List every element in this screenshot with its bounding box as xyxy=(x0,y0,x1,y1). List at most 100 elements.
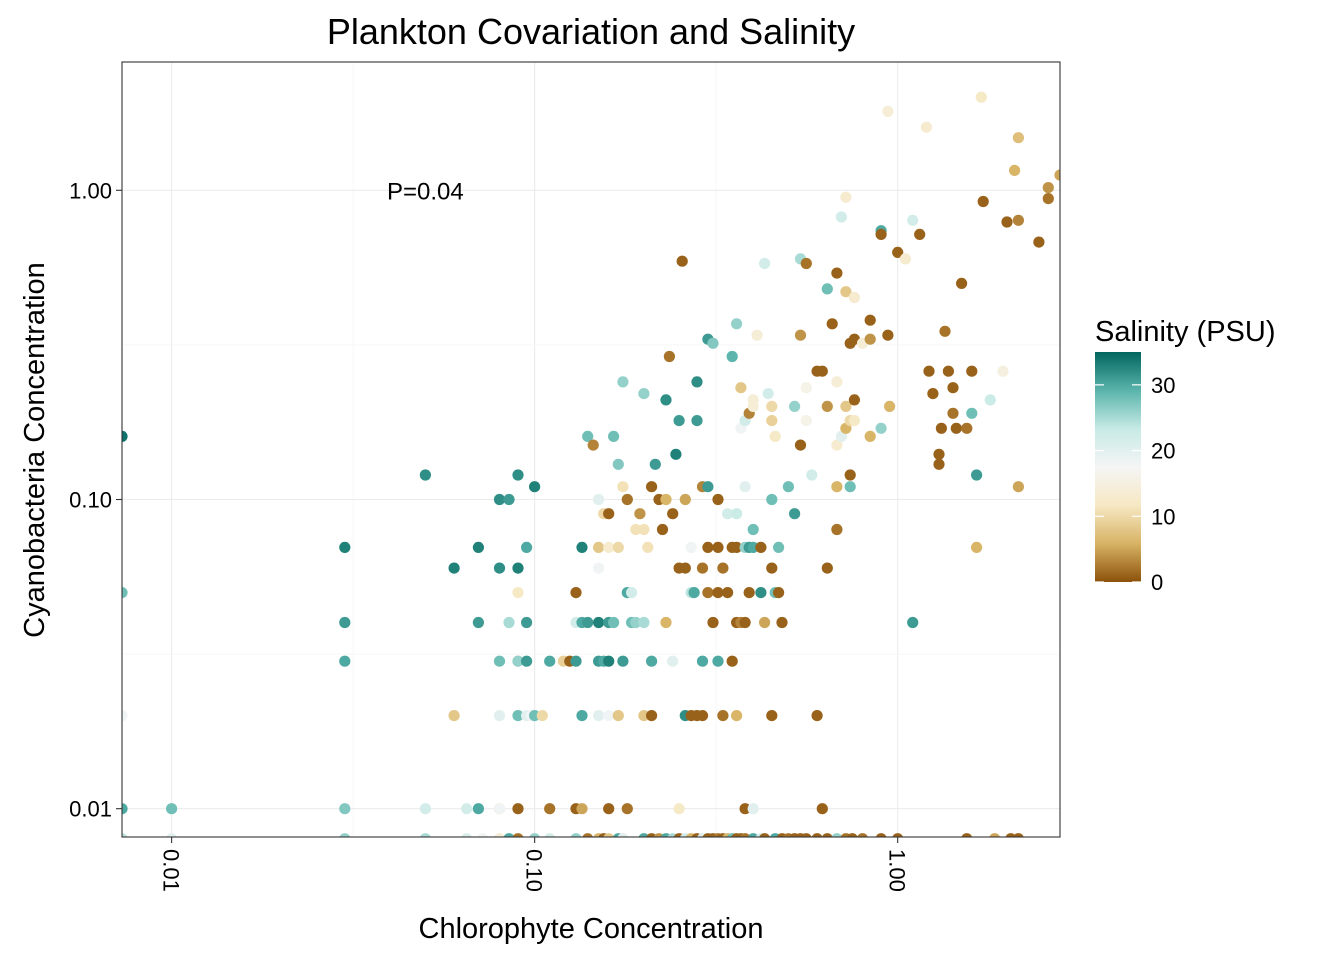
data-point xyxy=(848,394,861,406)
data-point xyxy=(831,481,843,493)
data-point xyxy=(1012,481,1024,493)
data-point xyxy=(816,365,828,377)
data-point xyxy=(493,493,506,506)
data-point xyxy=(472,541,484,554)
data-point xyxy=(512,655,524,667)
data-point xyxy=(461,833,473,837)
data-point xyxy=(766,415,778,427)
data-point xyxy=(656,523,669,536)
data-point xyxy=(593,562,605,574)
data-point xyxy=(800,382,812,394)
data-point xyxy=(603,508,615,520)
legend-colorbar xyxy=(1095,352,1141,582)
data-point xyxy=(848,415,861,427)
data-point xyxy=(747,541,759,554)
data-point xyxy=(696,655,709,667)
data-point xyxy=(587,439,599,451)
data-point xyxy=(789,508,801,520)
data-point xyxy=(831,376,843,388)
data-point xyxy=(679,493,691,506)
data-point xyxy=(512,710,524,722)
data-point xyxy=(844,469,856,481)
data-point xyxy=(840,191,852,203)
data-point xyxy=(529,833,540,837)
data-point xyxy=(603,655,615,667)
data-point xyxy=(726,655,738,667)
data-point xyxy=(875,833,887,837)
data-point xyxy=(529,710,541,722)
salinity-legend: Salinity (PSU) 0 10 20 30 xyxy=(1095,316,1276,595)
data-point xyxy=(722,508,734,520)
data-point xyxy=(882,329,894,341)
data-point xyxy=(755,541,767,554)
x-axis-label: Chlorophyte Concentration xyxy=(419,913,764,945)
data-point xyxy=(835,211,848,223)
data-point xyxy=(722,587,734,599)
data-point xyxy=(626,587,638,599)
data-point xyxy=(544,833,556,837)
data-point xyxy=(977,195,989,208)
data-point xyxy=(1033,236,1045,248)
data-point xyxy=(570,833,582,837)
data-point xyxy=(339,541,351,554)
data-point xyxy=(544,655,556,667)
data-point xyxy=(679,562,691,574)
data-point xyxy=(773,541,785,554)
data-point xyxy=(789,400,801,412)
data-point xyxy=(576,710,588,722)
data-point xyxy=(831,267,843,279)
data-point xyxy=(503,493,515,506)
data-point xyxy=(864,430,876,442)
data-point xyxy=(961,422,973,434)
data-point xyxy=(667,508,679,520)
data-point xyxy=(848,291,861,304)
data-point xyxy=(122,833,128,837)
data-point xyxy=(660,394,672,406)
data-point xyxy=(844,481,856,493)
data-point xyxy=(512,562,524,574)
data-point xyxy=(691,376,703,388)
data-point xyxy=(493,655,506,667)
data-point xyxy=(570,587,582,599)
data-point xyxy=(1012,132,1024,144)
data-point xyxy=(667,655,679,667)
data-point xyxy=(755,587,767,599)
data-point xyxy=(800,833,812,837)
data-point xyxy=(731,508,743,520)
data-point xyxy=(975,91,987,103)
data-point xyxy=(612,541,624,554)
data-point xyxy=(950,422,962,434)
data-point xyxy=(646,655,658,667)
data-point xyxy=(603,541,615,554)
data-point xyxy=(576,803,588,815)
data-point xyxy=(122,710,128,722)
data-point xyxy=(811,833,823,837)
data-point xyxy=(747,400,759,412)
data-point xyxy=(794,329,807,341)
data-point xyxy=(939,325,951,337)
data-point xyxy=(448,710,460,722)
data-point xyxy=(864,333,876,345)
y-tick-label: 0.01 xyxy=(69,797,112,822)
data-point xyxy=(875,422,887,434)
data-point xyxy=(1009,164,1021,176)
data-point xyxy=(776,616,788,629)
data-point xyxy=(166,803,178,815)
data-point xyxy=(892,833,904,837)
data-point xyxy=(739,616,751,629)
data-point xyxy=(420,833,431,837)
data-point xyxy=(617,833,629,837)
data-point xyxy=(857,833,868,837)
data-point xyxy=(712,655,724,667)
data-point xyxy=(621,493,633,506)
data-point xyxy=(907,616,919,629)
data-point xyxy=(612,710,624,722)
plot-border xyxy=(121,61,1061,838)
data-point xyxy=(660,493,672,506)
data-point xyxy=(630,616,642,629)
data-point xyxy=(766,400,778,412)
data-point xyxy=(831,523,843,536)
data-point xyxy=(739,803,751,815)
data-point xyxy=(603,710,615,722)
